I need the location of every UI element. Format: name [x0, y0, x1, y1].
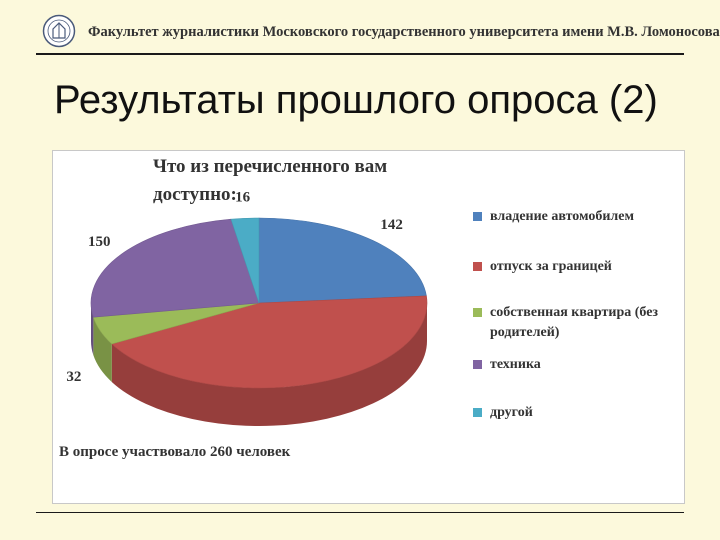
legend-item-1: владение автомобилем: [473, 207, 681, 227]
legend-swatch-4: [473, 360, 482, 369]
pie-chart-canvas: 142 32 150 16: [66, 189, 428, 427]
slide-header: Факультет журналистики Московского госуд…: [0, 0, 720, 62]
legend-item-3: собственная квартира (без родителей): [473, 303, 681, 343]
legend-label-4: техника: [490, 357, 541, 372]
slide-title: Результаты прошлого опроса (2): [54, 78, 658, 122]
legend-item-2: отпуск за границей: [473, 257, 681, 277]
pie-slice-5: [230, 217, 260, 304]
chart-title: Что из перечисленного вам доступно:: [153, 156, 388, 205]
pie-slice-side-3: [93, 317, 112, 382]
legend-item-4: техника: [473, 355, 681, 375]
pie-slice-side-2: [111, 303, 427, 427]
data-label-5: 16: [235, 189, 251, 205]
legend-swatch-2: [473, 262, 482, 271]
legend-label-5: другой: [490, 405, 533, 420]
pie-slice-4: [90, 218, 260, 318]
pie-chart: 142 32 150 16 Что из перечисленного вам дос…: [52, 150, 685, 504]
data-label-3: 32: [66, 369, 81, 385]
legend-swatch-1: [473, 212, 482, 221]
legend-swatch-5: [473, 408, 482, 417]
faculty-title: Факультет журналистики Московского госуд…: [88, 24, 720, 40]
legend-swatch-3: [473, 308, 482, 317]
legend-label-1: владение автомобилем: [490, 209, 635, 224]
legend-label-2: отпуск за границей: [490, 259, 612, 274]
legend-label-3: собственная квартира (без родителей): [490, 305, 659, 340]
footnote-text: В опросе участвовало 260 человек: [59, 444, 291, 460]
footer-divider: [36, 512, 684, 513]
pie-slice-2: [111, 295, 428, 389]
footnote-box: В опросе участвовало 260 человек: [55, 438, 407, 502]
legend-item-5: другой: [473, 403, 681, 423]
university-logo-icon: [42, 14, 76, 48]
data-label-1: 142: [380, 217, 403, 233]
data-label-4: 150: [88, 234, 111, 250]
pie-slice-1: [258, 217, 427, 304]
header-divider: [36, 53, 684, 55]
